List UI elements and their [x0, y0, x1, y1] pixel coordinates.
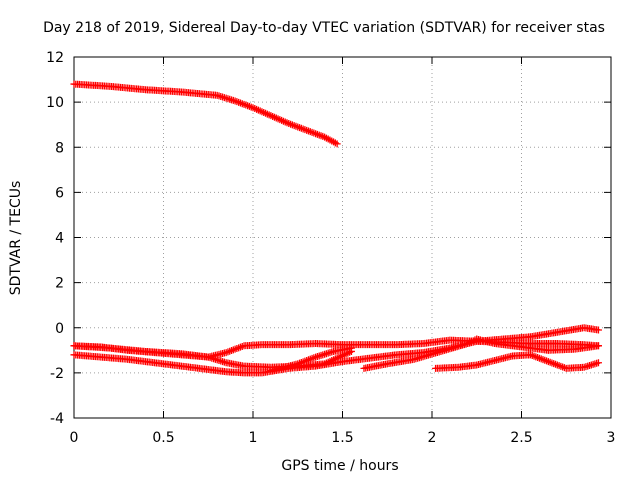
x-axis-label: GPS time / hours	[281, 458, 398, 474]
data-point	[594, 359, 602, 367]
y-tick-label: 4	[55, 231, 64, 247]
x-tick-labels: 0 0.5 1 1.5 2 2.5 3	[70, 430, 616, 446]
x-tick-label: 2.5	[510, 430, 532, 446]
data-point	[347, 344, 355, 352]
x-tick-label: 0.5	[152, 430, 174, 446]
y-tick-label: 8	[55, 140, 64, 156]
y-tick-label: 6	[55, 185, 64, 201]
data-point	[594, 342, 602, 350]
y-tick-label: 12	[46, 50, 64, 66]
y-axis-label: SDTVAR / TECUs	[8, 181, 24, 296]
x-tick-label: 1	[249, 430, 258, 446]
y-tick-label: -4	[50, 411, 64, 427]
y-tick-label: 2	[55, 276, 64, 292]
grid	[74, 57, 611, 418]
chart-title: Day 218 of 2019, Sidereal Day-to-day VTE…	[43, 20, 605, 36]
y-tick-label: 0	[55, 321, 64, 337]
axis-ticks	[73, 56, 612, 419]
x-tick-label: 2	[428, 430, 437, 446]
data-point	[594, 326, 602, 334]
y-tick-label: -2	[50, 366, 64, 382]
data-point	[333, 140, 341, 148]
x-tick-label: 1.5	[331, 430, 353, 446]
x-tick-label: 0	[70, 430, 79, 446]
x-tick-label: 3	[607, 430, 616, 446]
series-satellite-high	[70, 80, 341, 148]
y-tick-labels: -4 -2 0 2 4 6 8 10 12	[46, 50, 64, 427]
series-satellite-e	[360, 335, 602, 372]
series-satellite-d	[267, 344, 355, 375]
y-tick-label: 10	[46, 95, 64, 111]
series-satellite-f	[432, 351, 602, 372]
data-points	[70, 80, 602, 377]
